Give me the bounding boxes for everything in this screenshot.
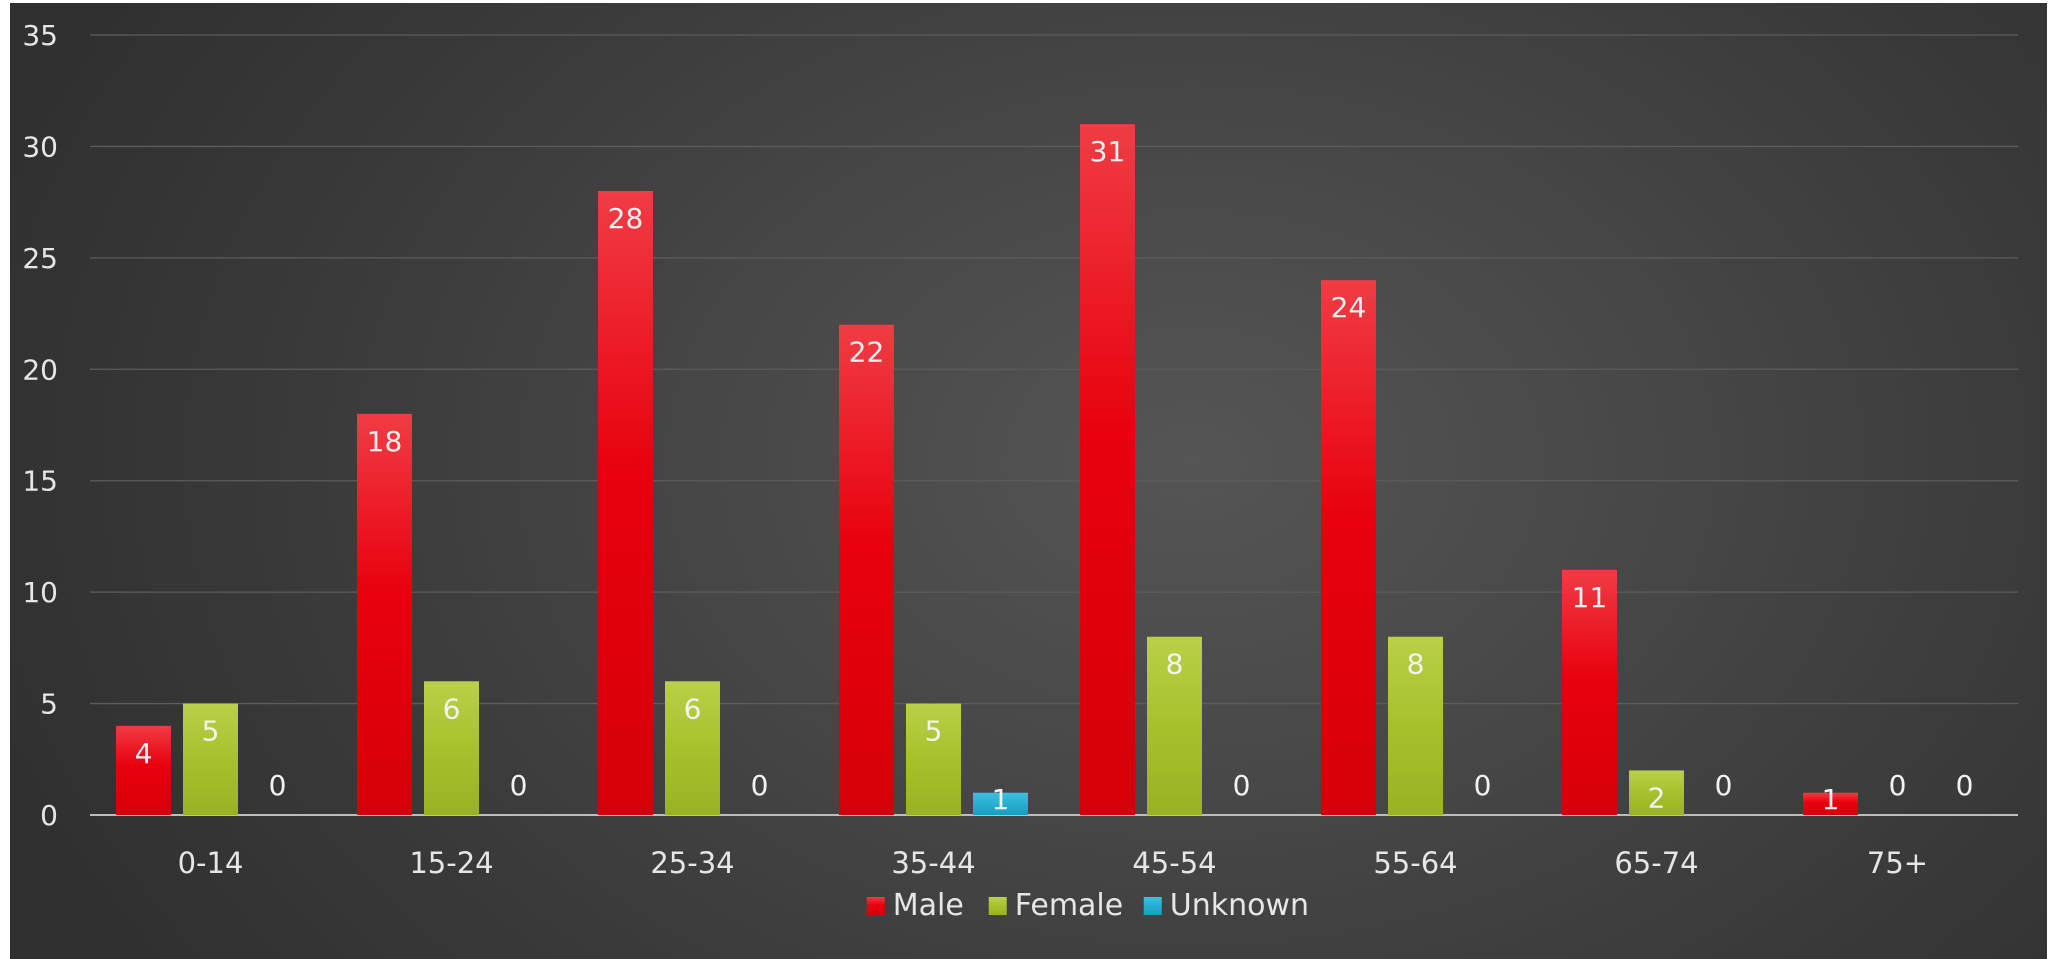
bar-male-0-14 xyxy=(116,725,171,815)
legend-label-female: Female xyxy=(1015,888,1123,923)
bar-female-0-14 xyxy=(183,703,238,815)
legend-label-unknown: Unknown xyxy=(1170,888,1309,923)
data-label-unknown-55-64: 0 xyxy=(1474,769,1492,802)
data-label-male-25-34: 28 xyxy=(608,202,644,235)
legend-swatch-female xyxy=(988,897,1007,915)
data-label-female-0-14: 5 xyxy=(202,715,220,748)
data-label-male-55-64: 24 xyxy=(1331,291,1367,324)
data-label-unknown-75+: 0 xyxy=(1956,769,1974,802)
bar-female-35-44 xyxy=(906,703,961,815)
x-category-label: 35-44 xyxy=(891,846,975,880)
x-category-label: 15-24 xyxy=(409,846,493,880)
bar-male-65-74 xyxy=(1562,569,1617,815)
bar-male-15-24 xyxy=(357,413,412,815)
data-label-female-55-64: 8 xyxy=(1407,648,1425,681)
y-tick-label: 35 xyxy=(22,19,58,52)
x-category-label: 55-64 xyxy=(1373,846,1457,880)
legend-item-unknown: Unknown xyxy=(1143,888,1309,923)
bars xyxy=(116,124,1858,816)
data-label-female-35-44: 5 xyxy=(925,715,943,748)
y-axis-tick-labels: 0 5 10 15 20 25 30 35 xyxy=(22,19,58,832)
chart-area: 0 5 10 15 20 25 30 35 4 5 0 18 6 0 28 6 0 22 5 1 31 8 0 24 8 0 11… xyxy=(10,3,2047,959)
y-tick-label: 15 xyxy=(22,465,58,498)
bar-male-35-44 xyxy=(839,324,894,815)
y-tick-label: 20 xyxy=(22,353,58,386)
y-tick-label: 0 xyxy=(40,799,58,832)
bar-female-55-64 xyxy=(1388,636,1443,815)
bar-male-45-54 xyxy=(1080,124,1135,815)
bar-male-25-34 xyxy=(598,191,653,815)
y-tick-label: 25 xyxy=(22,242,58,275)
data-label-male-15-24: 18 xyxy=(367,425,403,458)
bar-male-75+ xyxy=(1803,792,1858,815)
legend-item-male: Male xyxy=(866,888,964,923)
x-category-label: 0-14 xyxy=(178,846,244,880)
legend: Male Female Unknown xyxy=(866,888,1309,923)
data-label-female-25-34: 6 xyxy=(684,692,702,725)
data-label-male-75+: 1 xyxy=(1822,783,1840,816)
legend-swatch-unknown xyxy=(1143,897,1162,915)
data-label-female-45-54: 8 xyxy=(1166,648,1184,681)
legend-swatch-male xyxy=(866,897,885,915)
bar-female-15-24 xyxy=(424,681,479,815)
y-tick-label: 10 xyxy=(22,576,58,609)
data-label-female-15-24: 6 xyxy=(443,692,461,725)
x-category-label: 65-74 xyxy=(1614,846,1698,880)
bar-female-45-54 xyxy=(1147,636,1202,815)
data-label-unknown-65-74: 0 xyxy=(1715,769,1733,802)
bar-unknown-35-44 xyxy=(973,792,1028,815)
x-axis-category-labels: 0-14 15-24 25-34 35-44 45-54 55-64 65-74 75+ xyxy=(178,846,1929,880)
data-label-female-75+: 0 xyxy=(1889,769,1907,802)
data-label-male-35-44: 22 xyxy=(849,336,885,369)
data-label-unknown-25-34: 0 xyxy=(751,769,769,802)
bar-female-65-74 xyxy=(1629,770,1684,815)
data-label-female-65-74: 2 xyxy=(1648,781,1666,814)
legend-item-female: Female xyxy=(988,888,1123,923)
data-label-male-65-74: 11 xyxy=(1572,581,1608,614)
x-category-label: 25-34 xyxy=(650,846,734,880)
data-label-unknown-15-24: 0 xyxy=(510,769,528,802)
data-label-unknown-45-54: 0 xyxy=(1233,769,1251,802)
x-category-label: 45-54 xyxy=(1132,846,1216,880)
data-label-male-0-14: 4 xyxy=(135,737,153,770)
x-category-label: 75+ xyxy=(1867,846,1928,880)
y-tick-label: 5 xyxy=(40,688,58,721)
legend-label-male: Male xyxy=(893,888,964,923)
data-label-unknown-35-44: 1 xyxy=(992,783,1010,816)
data-label-male-45-54: 31 xyxy=(1090,135,1126,168)
data-label-unknown-0-14: 0 xyxy=(269,769,287,802)
bar-female-25-34 xyxy=(665,681,720,815)
data-labels: 4 5 0 18 6 0 28 6 0 22 5 1 31 8 0 24 8 0 11 2 0 1 0 0 xyxy=(135,135,1974,816)
bar-male-55-64 xyxy=(1321,280,1376,816)
y-tick-label: 30 xyxy=(22,130,58,163)
